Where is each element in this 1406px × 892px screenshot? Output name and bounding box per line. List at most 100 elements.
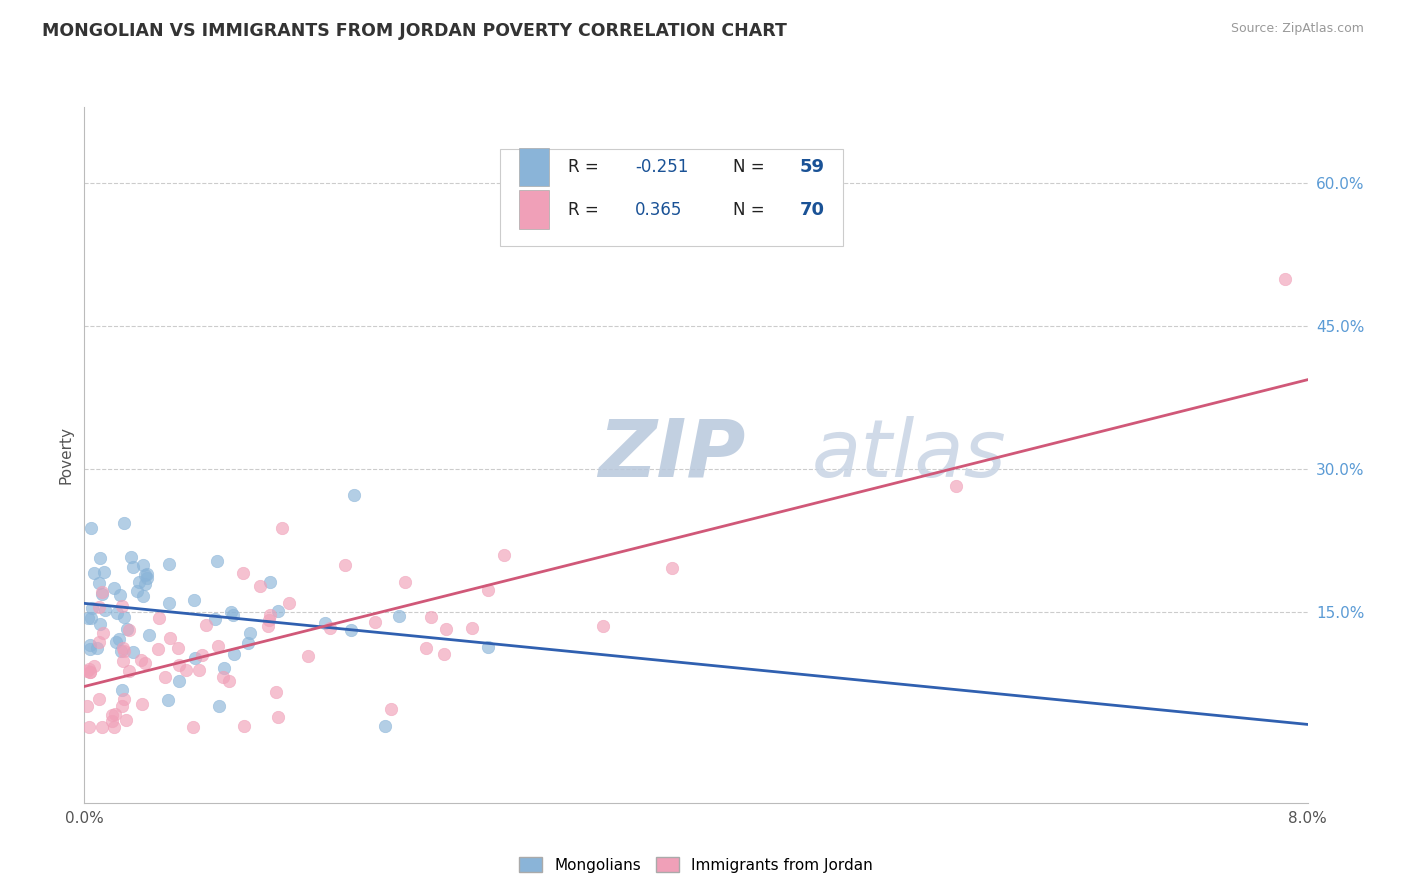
Text: 70: 70 [800,201,825,219]
Point [183,593,205,607]
Y-axis label: Poverty: Poverty [58,425,73,484]
Point [103,720,125,734]
Point [190,648,212,662]
Point [86,641,108,656]
Point [112,691,135,706]
Point [134,656,156,670]
Text: Source: ZipAtlas.com: Source: ZipAtlas.com [1230,22,1364,36]
Text: R =: R = [568,201,603,219]
Point [111,698,134,713]
Point [91,720,114,734]
Point [111,682,134,697]
Point [174,663,197,677]
Point [76,699,98,714]
Point [232,719,254,733]
Point [214,660,236,674]
Point [79,665,101,680]
Point [125,584,148,599]
Point [83,566,105,580]
Point [90,584,112,599]
Text: -0.251: -0.251 [636,158,688,176]
Point [89,575,111,590]
Point [222,608,245,623]
Point [79,665,101,679]
Point [208,699,231,714]
Point [169,674,191,689]
Point [249,579,271,593]
Point [77,611,100,625]
Point [136,566,159,581]
Point [477,640,499,654]
Point [205,554,228,568]
Point [155,669,177,683]
Point [148,611,170,625]
Point [388,609,411,624]
FancyBboxPatch shape [519,147,550,186]
Point [79,642,101,657]
Point [111,640,134,655]
Point [79,720,101,734]
Text: N =: N = [733,158,769,176]
Point [259,574,281,589]
Text: N =: N = [733,201,769,219]
Point [494,548,516,562]
Point [157,557,180,571]
Point [297,649,319,664]
Point [211,670,233,684]
Point [83,659,105,673]
Point [112,516,135,531]
Point [181,720,204,734]
Point [136,571,159,585]
Point [415,641,437,656]
Point [259,608,281,623]
Point [204,612,226,626]
Point [184,650,207,665]
Point [156,692,179,706]
Point [132,590,155,604]
Point [159,631,181,645]
Point [221,606,243,620]
Point [333,558,356,573]
Point [277,596,299,610]
Point [239,626,262,640]
Point [945,479,967,493]
Point [115,714,138,728]
Point [110,599,132,614]
Point [166,641,188,656]
Point [89,550,111,565]
Point [91,626,114,640]
Point [257,619,280,633]
Point [108,588,131,602]
Point [103,581,125,595]
Point [157,596,180,610]
Point [79,610,101,624]
Point [661,561,683,575]
Point [104,707,127,722]
Point [104,635,127,649]
Point [112,610,135,624]
Point [93,565,115,579]
Text: atlas: atlas [813,416,1007,494]
Point [101,714,124,728]
Point [1274,271,1296,285]
Point [128,575,150,590]
Point [79,662,101,676]
Point [138,627,160,641]
Point [218,674,240,689]
Point [112,644,135,658]
Point [91,587,114,601]
Point [207,639,229,653]
Point [194,618,217,632]
Legend: Mongolians, Immigrants from Jordan: Mongolians, Immigrants from Jordan [513,850,879,879]
Point [118,624,141,638]
Point [363,615,385,630]
Point [120,550,142,565]
Point [374,719,396,733]
Point [105,606,128,620]
Point [112,654,135,668]
Point [433,647,456,661]
Point [264,685,287,699]
Point [592,619,614,633]
Point [434,622,457,636]
Point [419,609,441,624]
